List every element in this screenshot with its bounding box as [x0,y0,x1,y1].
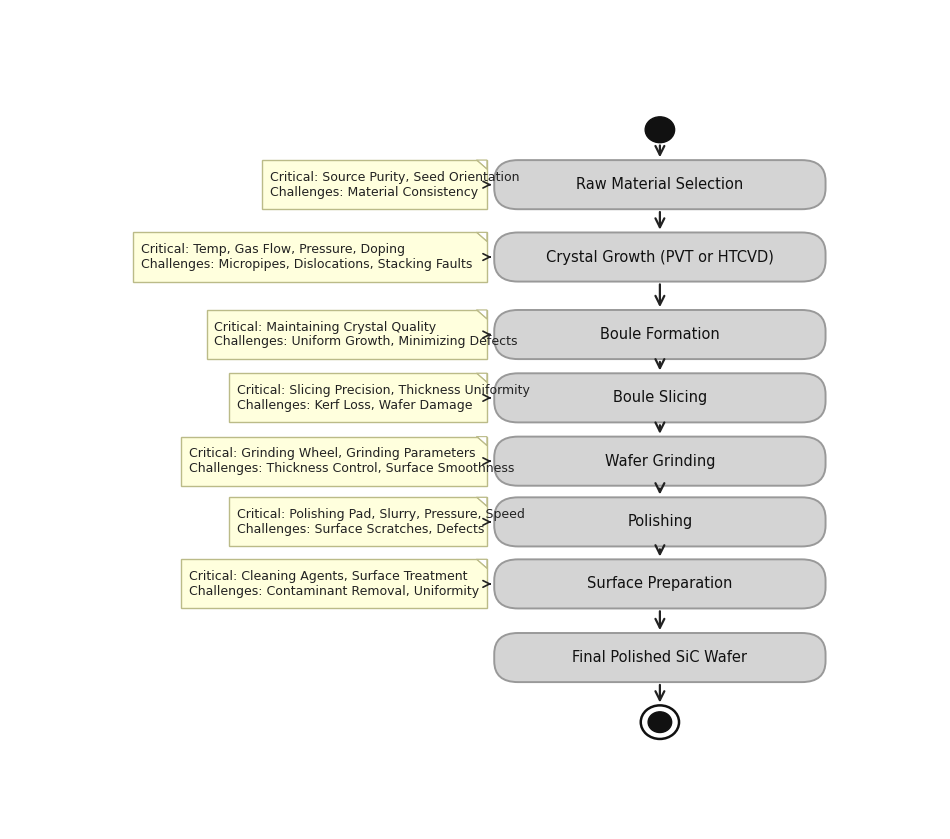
Polygon shape [477,560,486,568]
Text: Challenges: Uniform Growth, Minimizing Defects: Challenges: Uniform Growth, Minimizing D… [215,336,518,348]
Text: Critical: Polishing Pad, Slurry, Pressure, Speed: Critical: Polishing Pad, Slurry, Pressur… [237,508,524,521]
Text: Challenges: Material Consistency: Challenges: Material Consistency [270,185,478,199]
Bar [181,436,486,486]
Bar [181,560,486,608]
FancyBboxPatch shape [494,436,826,486]
Text: Critical: Cleaning Agents, Surface Treatment: Critical: Cleaning Agents, Surface Treat… [189,570,467,583]
Text: Critical: Grinding Wheel, Grinding Parameters: Critical: Grinding Wheel, Grinding Param… [189,447,475,461]
Polygon shape [477,436,486,446]
Text: Challenges: Surface Scratches, Defects: Challenges: Surface Scratches, Defects [237,523,484,536]
Text: Critical: Temp, Gas Flow, Pressure, Doping: Critical: Temp, Gas Flow, Pressure, Dopi… [141,243,405,256]
Polygon shape [477,498,486,506]
FancyBboxPatch shape [494,310,826,359]
FancyBboxPatch shape [494,560,826,608]
Text: Critical: Maintaining Crystal Quality: Critical: Maintaining Crystal Quality [215,320,437,334]
Circle shape [645,117,674,143]
Text: Boule Slicing: Boule Slicing [613,390,707,405]
FancyBboxPatch shape [494,373,826,422]
Bar [133,232,486,282]
Text: Boule Formation: Boule Formation [600,327,720,342]
Text: Challenges: Contaminant Removal, Uniformity: Challenges: Contaminant Removal, Uniform… [189,585,479,597]
Bar [229,498,486,546]
Text: Challenges: Micropipes, Dislocations, Stacking Faults: Challenges: Micropipes, Dislocations, St… [141,258,472,271]
Text: Challenges: Kerf Loss, Wafer Damage: Challenges: Kerf Loss, Wafer Damage [237,399,472,412]
Text: Raw Material Selection: Raw Material Selection [577,177,744,192]
Text: Critical: Slicing Precision, Thickness Uniformity: Critical: Slicing Precision, Thickness U… [237,384,529,397]
Circle shape [640,706,679,739]
Circle shape [648,711,672,732]
Polygon shape [477,232,486,242]
FancyBboxPatch shape [494,498,826,546]
Text: Surface Preparation: Surface Preparation [587,576,732,591]
Text: Final Polished SiC Wafer: Final Polished SiC Wafer [573,650,748,665]
FancyBboxPatch shape [494,633,826,682]
Polygon shape [477,310,486,319]
Bar [262,160,486,209]
Text: Crystal Growth (PVT or HTCVD): Crystal Growth (PVT or HTCVD) [546,249,774,264]
FancyBboxPatch shape [494,160,826,209]
Bar [207,310,486,359]
Polygon shape [477,160,486,169]
Bar [229,373,486,422]
Text: Challenges: Thickness Control, Surface Smoothness: Challenges: Thickness Control, Surface S… [189,462,514,475]
Text: Wafer Grinding: Wafer Grinding [604,454,715,469]
Polygon shape [477,373,486,382]
FancyBboxPatch shape [494,232,826,282]
Text: Critical: Source Purity, Seed Orientation: Critical: Source Purity, Seed Orientatio… [270,171,520,184]
Text: Polishing: Polishing [627,514,693,529]
